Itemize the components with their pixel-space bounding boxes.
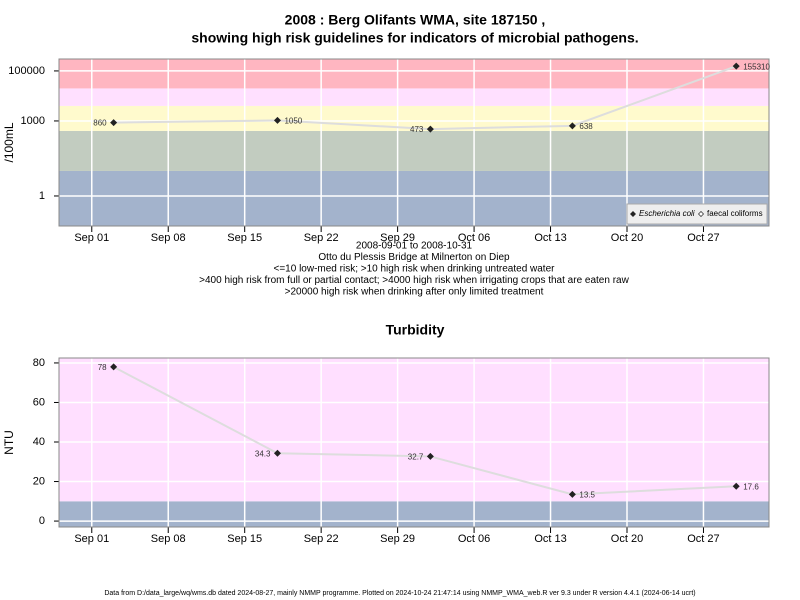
x-tick-label: Sep 22: [304, 533, 339, 545]
chart-title: 2008 : Berg Olifants WMA, site 187150 ,: [285, 12, 546, 28]
x-tick-label: Oct 13: [534, 232, 566, 244]
plot-frame: [58, 357, 770, 528]
value-label: 78: [98, 363, 107, 372]
chart-title: showing high risk guidelines for indicat…: [191, 30, 638, 46]
value-label: 32.7: [408, 453, 424, 462]
data-point: [110, 119, 118, 127]
legend-box: [626, 203, 768, 225]
x-tick-label: Sep 29: [380, 232, 415, 244]
data-point: [732, 62, 740, 70]
data-point: [273, 449, 281, 457]
data-point: [426, 125, 434, 133]
data-point: [732, 482, 740, 490]
plot-frame: [58, 58, 770, 227]
note: 2008-09-01 to 2008-10-31: [356, 241, 473, 252]
data-point: [568, 490, 576, 498]
x-tick-label: Oct 27: [687, 232, 719, 244]
y-axis-label: NTU: [2, 430, 16, 455]
x-tick-label: Sep 15: [227, 232, 262, 244]
risk-band: [59, 105, 769, 131]
y-tick-label: 100000: [8, 65, 45, 77]
risk-band: [59, 501, 769, 527]
risk-band: [59, 59, 769, 89]
value-label: 17.6: [743, 482, 759, 491]
legend-marker: [698, 211, 704, 217]
x-tick-label: Oct 13: [534, 533, 566, 545]
x-tick-label: Oct 20: [611, 533, 643, 545]
x-tick-label: Sep 15: [227, 533, 262, 545]
chart-title: Turbidity: [386, 322, 445, 338]
x-tick-label: Oct 06: [458, 232, 490, 244]
value-label: 34.3: [255, 449, 271, 458]
note: >20000 high risk when drinking after onl…: [285, 287, 544, 298]
x-tick-label: Oct 27: [687, 533, 719, 545]
legend-marker: [630, 211, 636, 217]
value-label: 155310: [743, 62, 770, 71]
risk-band: [59, 130, 769, 171]
note: >400 high risk from full or partial cont…: [199, 275, 629, 286]
x-tick-label: Sep 01: [74, 533, 109, 545]
y-tick-label: 1: [39, 190, 45, 202]
x-tick-label: Sep 08: [151, 533, 186, 545]
y-tick-label: 20: [33, 475, 45, 487]
x-tick-label: Sep 22: [304, 232, 339, 244]
data-point: [110, 363, 118, 371]
note: Otto du Plessis Bridge at Milnerton on D…: [318, 252, 510, 263]
note: <=10 low-med risk; >10 high risk when dr…: [274, 264, 556, 275]
value-label: 638: [579, 122, 593, 131]
x-tick-label: Oct 06: [458, 533, 490, 545]
risk-band: [59, 88, 769, 106]
data-point: [426, 452, 434, 460]
legend-label: faecal coliforms: [707, 209, 763, 218]
value-label: 860: [93, 119, 107, 128]
value-label: 1050: [284, 117, 302, 126]
value-label: 13.5: [579, 490, 595, 499]
y-tick-label: 1000: [21, 115, 45, 127]
y-tick-label: 0: [39, 515, 45, 527]
footer: Data from D:/data_large/wq/wms.db dated …: [104, 590, 695, 597]
y-axis-label: /100mL: [2, 122, 16, 162]
y-tick-label: 40: [33, 436, 45, 448]
y-tick-label: 60: [33, 396, 45, 408]
legend-label: Escherichia coli: [639, 209, 695, 218]
value-label: 473: [410, 125, 424, 134]
x-tick-label: Oct 20: [611, 232, 643, 244]
y-tick-label: 80: [33, 357, 45, 369]
x-tick-label: Sep 08: [151, 232, 186, 244]
data-point: [273, 116, 281, 124]
x-tick-label: Sep 01: [74, 232, 109, 244]
x-tick-label: Sep 29: [380, 533, 415, 545]
risk-band: [59, 358, 769, 502]
data-point: [568, 122, 576, 130]
